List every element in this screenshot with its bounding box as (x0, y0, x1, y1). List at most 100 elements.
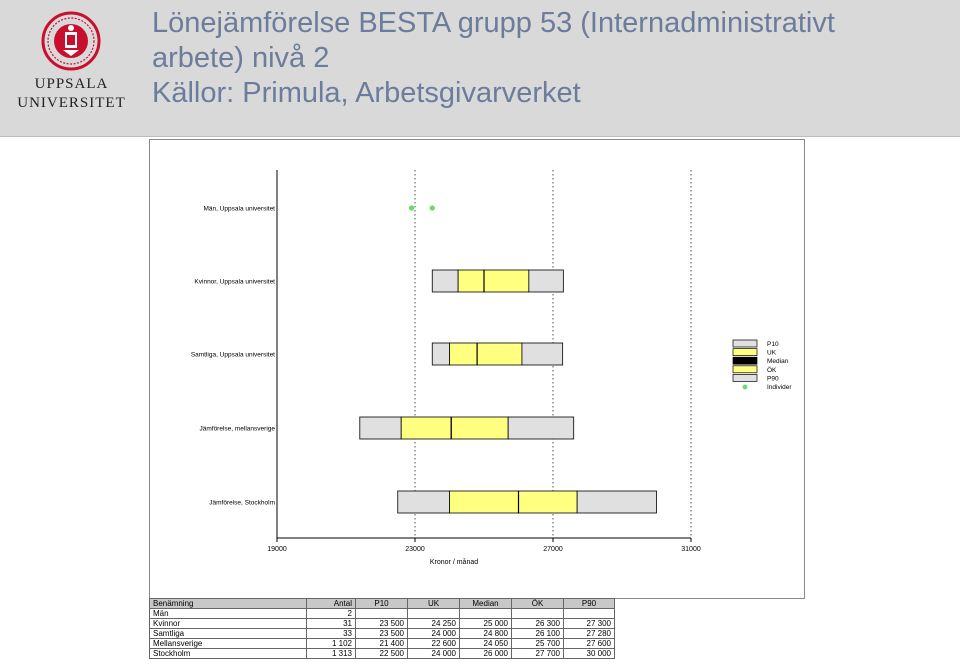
legend-label: Median (767, 358, 789, 365)
legend-swatch (732, 374, 758, 382)
col-header-p10: P10 (355, 598, 408, 609)
legend-swatch (732, 356, 758, 365)
table-row: Mellansverige 1 102 21 400 22 600 24 050… (149, 638, 615, 649)
cell-median (459, 608, 512, 619)
box-ok-segment (476, 342, 523, 366)
x-axis-label: Kronor / månad (430, 558, 478, 566)
table-header-row: Benämning Antal P10 UK Median ÖK P90 (149, 598, 615, 609)
table-row: Stockholm 1 313 22 500 24 000 26 000 27 … (149, 648, 615, 659)
cell-count: 2 (306, 608, 356, 619)
col-header-ok: ÖK (511, 598, 564, 609)
header: UPPSALA UNIVERSITET Lönejämförelse BESTA… (0, 0, 960, 137)
legend-label: UK (767, 350, 777, 357)
cell-ok (511, 608, 564, 619)
cell-count: 1 313 (306, 648, 356, 659)
box-uk-segment (449, 490, 519, 514)
cell-uk: 22 600 (407, 638, 460, 649)
cell-p10: 23 500 (355, 618, 408, 629)
cell-ok: 26 300 (511, 618, 564, 629)
x-tick-label: 19000 (267, 546, 287, 553)
cell-count: 1 102 (306, 638, 356, 649)
cell-p10: 22 500 (355, 648, 408, 659)
box-p90-segment (521, 342, 564, 366)
table-row: Samtliga 33 23 500 24 000 24 800 26 100 … (149, 628, 615, 639)
cell-ok: 26 100 (511, 628, 564, 639)
row-label: Kvinnor, Uppsala universitet (194, 279, 275, 286)
individual-point (429, 205, 435, 211)
row-label: Jämförelse, mellansverige (199, 426, 275, 433)
title-line-3: Källor: Primula, Arbetsgivarverket (152, 77, 581, 109)
box-p90-segment (576, 490, 657, 514)
individual-point (408, 205, 415, 211)
legend-label: ÖK (767, 366, 777, 374)
cell-p10: 21 400 (355, 638, 408, 649)
box-uk-segment (400, 416, 452, 440)
legend-swatch (742, 384, 748, 390)
university-seal-icon (41, 11, 101, 71)
cell-p90: 27 600 (563, 638, 615, 649)
box-ok-segment (483, 269, 530, 293)
box-p10-segment (359, 416, 402, 440)
cell-median: 26 000 (459, 648, 512, 659)
col-header-uk: UK (407, 598, 460, 609)
box-uk-segment (449, 342, 478, 366)
box-uk-segment (457, 269, 485, 293)
cell-median: 25 000 (459, 618, 512, 629)
row-label: Samtliga, Uppsala universitet (191, 352, 275, 359)
box-p90-segment (528, 269, 564, 293)
chart-frame: 19000 23000 27000 31000 Kronor / månad Män, U… (149, 139, 805, 599)
cell-name: Kvinnor (149, 618, 307, 629)
salary-box-chart: 19000 23000 27000 31000 Kronor / månad Män, U… (191, 170, 792, 566)
col-header-count: Antal (306, 598, 356, 609)
legend-label: P90 (767, 375, 779, 382)
x-tick-label: 23000 (405, 546, 425, 553)
box-ok-segment (450, 416, 509, 440)
salary-table: Benämning Antal P10 UK Median ÖK P90 Män… (149, 598, 615, 659)
university-logo: UPPSALA UNIVERSITET (14, 10, 129, 120)
cell-name: Män (149, 608, 307, 619)
cell-ok: 25 700 (511, 638, 564, 649)
cell-ok: 27 700 (511, 648, 564, 659)
col-header-name: Benämning (149, 598, 307, 609)
logo-line-1: UPPSALA (34, 76, 109, 92)
cell-count: 31 (306, 618, 356, 629)
cell-uk: 24 000 (407, 648, 460, 659)
box-p90-segment (507, 416, 575, 440)
cell-uk: 24 250 (407, 618, 460, 629)
legend-swatch (732, 339, 758, 348)
box-p10-segment (431, 269, 459, 293)
row-label: Jämförelse, Stockholm (209, 500, 275, 507)
x-tick-label: 27000 (543, 546, 563, 553)
cell-p10: 23 500 (355, 628, 408, 639)
col-header-median: Median (459, 598, 512, 609)
cell-name: Stockholm (149, 648, 307, 659)
x-tick-label: 31000 (681, 546, 701, 553)
box-p10-segment (431, 342, 450, 366)
cell-name: Samtliga (149, 628, 307, 639)
table-row: Kvinnor 31 23 500 24 250 25 000 26 300 2… (149, 618, 615, 629)
cell-median: 24 800 (459, 628, 512, 639)
cell-p90 (563, 608, 615, 619)
page-title: Lönejämförelse BESTA grupp 53 (Internadm… (152, 6, 942, 111)
title-line-2: arbete) nivå 2 (152, 42, 330, 74)
logo-line-2: UNIVERSITET (17, 95, 126, 111)
table-row: Män 2 (149, 608, 615, 619)
cell-p90: 27 300 (563, 618, 615, 629)
legend-label: Individer (767, 384, 792, 391)
cell-p10 (355, 608, 408, 619)
row-label: Män, Uppsala universitet (203, 206, 275, 213)
cell-uk: 24 000 (407, 628, 460, 639)
legend-swatch (732, 365, 758, 374)
cell-count: 33 (306, 628, 356, 639)
cell-p90: 30 000 (563, 648, 615, 659)
title-line-1: Lönejämförelse BESTA grupp 53 (Internadm… (152, 7, 835, 39)
box-ok-segment (518, 490, 578, 514)
cell-name: Mellansverige (149, 638, 307, 649)
legend-swatch (732, 348, 758, 356)
cell-uk (407, 608, 460, 619)
legend-label: P10 (767, 341, 779, 348)
cell-median: 24 050 (459, 638, 512, 649)
col-header-p90: P90 (563, 598, 615, 609)
box-p10-segment (397, 490, 450, 514)
cell-p90: 27 280 (563, 628, 615, 639)
